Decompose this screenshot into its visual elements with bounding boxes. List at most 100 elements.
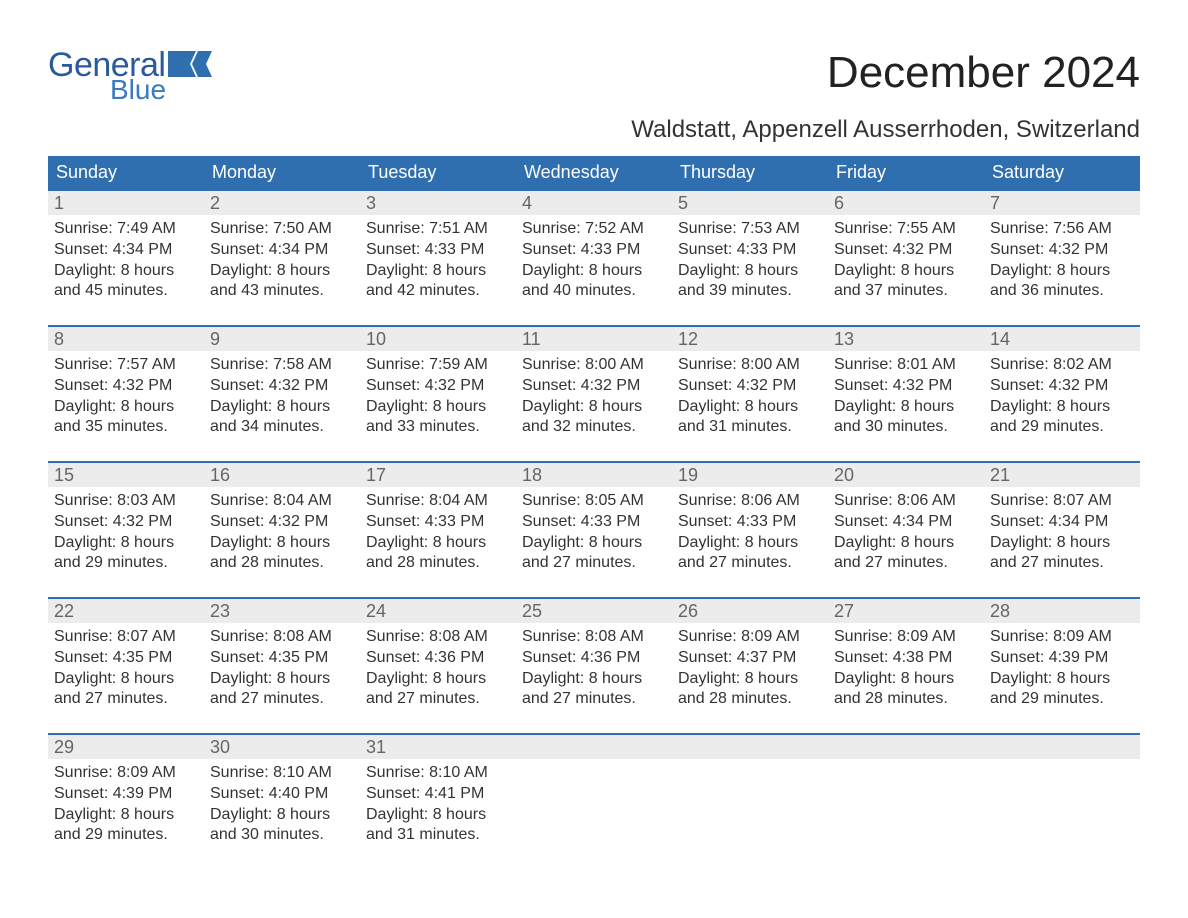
sunset-text: Sunset: 4:40 PM [210,784,354,805]
day-number [672,735,828,759]
daylight-line1: Daylight: 8 hours [834,261,978,282]
sunset-text: Sunset: 4:32 PM [366,376,510,397]
day-number-row: 22232425262728 [48,599,1140,623]
calendar-day-cell: Sunrise: 8:07 AMSunset: 4:35 PMDaylight:… [48,623,204,715]
day-number: 16 [204,463,360,487]
calendar-day-cell: Sunrise: 8:06 AMSunset: 4:34 PMDaylight:… [828,487,984,579]
sunset-text: Sunset: 4:32 PM [834,376,978,397]
day-number: 26 [672,599,828,623]
daylight-line1: Daylight: 8 hours [366,669,510,690]
weekday-header-row: Sunday Monday Tuesday Wednesday Thursday… [48,156,1140,189]
calendar-week: 891011121314Sunrise: 7:57 AMSunset: 4:32… [48,325,1140,443]
sunset-text: Sunset: 4:37 PM [678,648,822,669]
daylight-line1: Daylight: 8 hours [210,533,354,554]
sunset-text: Sunset: 4:34 PM [834,512,978,533]
sunset-text: Sunset: 4:32 PM [54,376,198,397]
daylight-line2: and 29 minutes. [990,417,1134,438]
sunrise-text: Sunrise: 7:59 AM [366,355,510,376]
daylight-line2: and 28 minutes. [678,689,822,710]
calendar-day-cell [828,759,984,851]
sunset-text: Sunset: 4:32 PM [990,240,1134,261]
daylight-line1: Daylight: 8 hours [522,397,666,418]
day-number: 10 [360,327,516,351]
calendar-day-cell: Sunrise: 7:50 AMSunset: 4:34 PMDaylight:… [204,215,360,307]
sunset-text: Sunset: 4:32 PM [834,240,978,261]
day-number [828,735,984,759]
weekday-header: Saturday [984,156,1140,189]
daylight-line1: Daylight: 8 hours [678,533,822,554]
brand-text: General Blue [48,48,166,104]
day-number: 31 [360,735,516,759]
sunset-text: Sunset: 4:32 PM [210,512,354,533]
day-number: 8 [48,327,204,351]
daylight-line2: and 39 minutes. [678,281,822,302]
sunrise-text: Sunrise: 8:09 AM [834,627,978,648]
day-number: 18 [516,463,672,487]
daylight-line2: and 28 minutes. [366,553,510,574]
daylight-line1: Daylight: 8 hours [678,261,822,282]
sunset-text: Sunset: 4:34 PM [210,240,354,261]
sunset-text: Sunset: 4:32 PM [990,376,1134,397]
sunset-text: Sunset: 4:32 PM [522,376,666,397]
sunrise-text: Sunrise: 8:07 AM [990,491,1134,512]
day-number: 24 [360,599,516,623]
daylight-line1: Daylight: 8 hours [834,397,978,418]
sunset-text: Sunset: 4:33 PM [678,240,822,261]
day-number-row: 1234567 [48,191,1140,215]
sunset-text: Sunset: 4:35 PM [54,648,198,669]
sunset-text: Sunset: 4:39 PM [54,784,198,805]
day-number: 28 [984,599,1140,623]
sunrise-text: Sunrise: 8:02 AM [990,355,1134,376]
sunrise-text: Sunrise: 8:01 AM [834,355,978,376]
daylight-line2: and 32 minutes. [522,417,666,438]
daylight-line1: Daylight: 8 hours [54,397,198,418]
location-subtitle: Waldstatt, Appenzell Ausserrhoden, Switz… [631,116,1140,144]
calendar-day-cell: Sunrise: 8:07 AMSunset: 4:34 PMDaylight:… [984,487,1140,579]
sunrise-text: Sunrise: 7:53 AM [678,219,822,240]
daylight-line2: and 30 minutes. [834,417,978,438]
calendar-day-cell [984,759,1140,851]
day-number: 15 [48,463,204,487]
daylight-line1: Daylight: 8 hours [522,533,666,554]
calendar-day-cell: Sunrise: 8:04 AMSunset: 4:32 PMDaylight:… [204,487,360,579]
daylight-line1: Daylight: 8 hours [54,533,198,554]
daylight-line2: and 33 minutes. [366,417,510,438]
daylight-line1: Daylight: 8 hours [990,533,1134,554]
calendar-day-cell: Sunrise: 8:08 AMSunset: 4:36 PMDaylight:… [516,623,672,715]
title-block: December 2024 Waldstatt, Appenzell Ausse… [631,48,1140,144]
daylight-line2: and 27 minutes. [366,689,510,710]
sunset-text: Sunset: 4:38 PM [834,648,978,669]
brand-word2: Blue [48,76,166,104]
sunset-text: Sunset: 4:39 PM [990,648,1134,669]
day-number [984,735,1140,759]
calendar-day-cell: Sunrise: 8:09 AMSunset: 4:39 PMDaylight:… [984,623,1140,715]
sunrise-text: Sunrise: 7:57 AM [54,355,198,376]
daylight-line2: and 42 minutes. [366,281,510,302]
calendar-day-cell [516,759,672,851]
daylight-line2: and 35 minutes. [54,417,198,438]
daylight-line1: Daylight: 8 hours [834,669,978,690]
calendar-day-cell: Sunrise: 7:49 AMSunset: 4:34 PMDaylight:… [48,215,204,307]
sunrise-text: Sunrise: 8:00 AM [678,355,822,376]
header: General Blue December 2024 Waldstatt, Ap… [48,48,1140,144]
day-number: 5 [672,191,828,215]
weekday-header: Tuesday [360,156,516,189]
daylight-line1: Daylight: 8 hours [522,669,666,690]
sunrise-text: Sunrise: 8:06 AM [834,491,978,512]
sunrise-text: Sunrise: 8:04 AM [210,491,354,512]
sunrise-text: Sunrise: 8:10 AM [366,763,510,784]
calendar-week: 22232425262728Sunrise: 8:07 AMSunset: 4:… [48,597,1140,715]
daylight-line2: and 27 minutes. [522,689,666,710]
daylight-line1: Daylight: 8 hours [990,397,1134,418]
day-number-row: 293031 [48,735,1140,759]
sunrise-text: Sunrise: 8:04 AM [366,491,510,512]
daylight-line2: and 43 minutes. [210,281,354,302]
daylight-line2: and 29 minutes. [54,825,198,846]
calendar-day-cell: Sunrise: 8:02 AMSunset: 4:32 PMDaylight:… [984,351,1140,443]
sunset-text: Sunset: 4:32 PM [678,376,822,397]
day-number: 19 [672,463,828,487]
day-number: 25 [516,599,672,623]
daylight-line2: and 28 minutes. [210,553,354,574]
calendar-day-cell: Sunrise: 8:03 AMSunset: 4:32 PMDaylight:… [48,487,204,579]
daylight-line2: and 27 minutes. [834,553,978,574]
